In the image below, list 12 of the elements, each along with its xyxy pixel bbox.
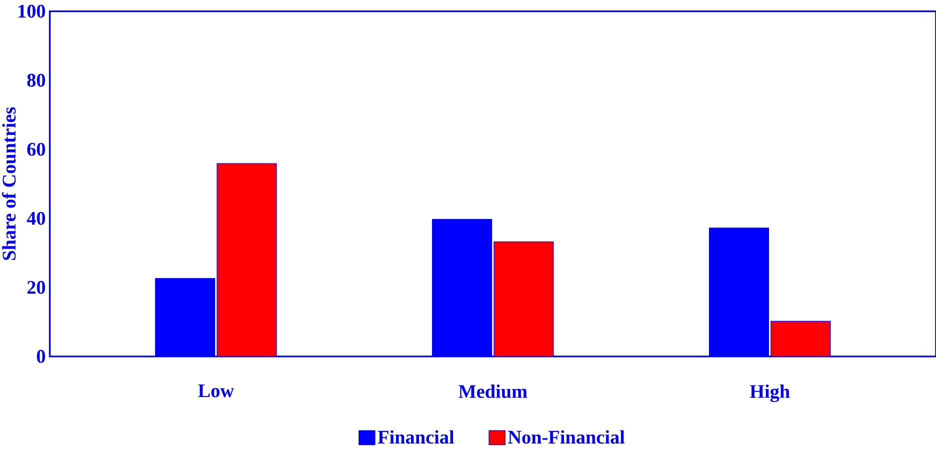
y-axis-title: Share of Countries — [2, 107, 16, 260]
y-tick-label: 80 — [27, 74, 46, 87]
y-tick-label: 60 — [27, 142, 46, 156]
y-tick-label: 40 — [26, 212, 46, 225]
y-tick-label: 0 — [36, 350, 46, 363]
y-tick-label: 20 — [27, 280, 46, 294]
legend-label: Non-Financial — [508, 430, 625, 444]
x-tick-label: High — [750, 384, 790, 402]
x-tick-label: Medium — [458, 384, 528, 398]
x-tick-label: Low — [198, 384, 234, 398]
y-tick-label: 100 — [18, 4, 46, 18]
legend-label: Financial — [378, 430, 454, 444]
